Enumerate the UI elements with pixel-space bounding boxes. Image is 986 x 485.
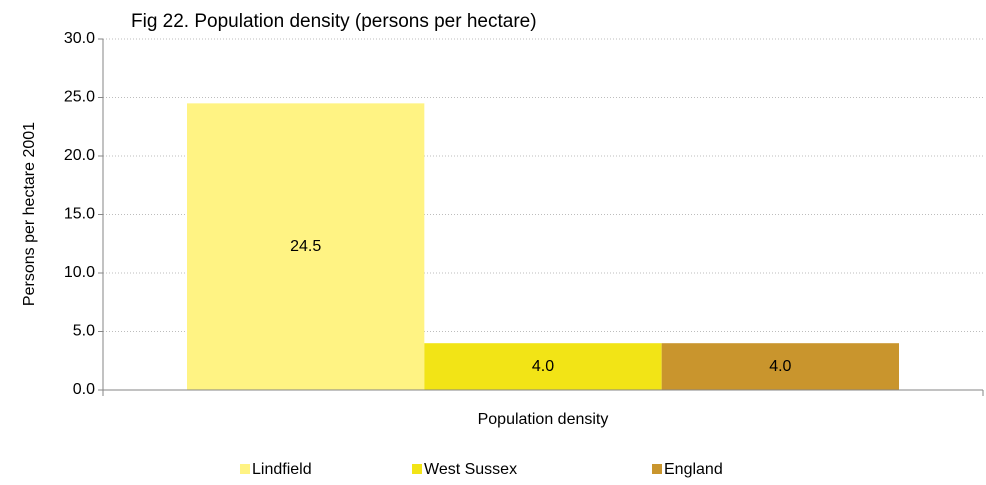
chart-title: Fig 22. Population density (persons per … xyxy=(131,11,537,32)
x-axis-label: Population density xyxy=(478,411,609,428)
data-label: 24.5 xyxy=(290,238,321,255)
data-label: 4.0 xyxy=(769,358,791,375)
data-label: 4.0 xyxy=(532,358,554,375)
legend-label: Lindfield xyxy=(252,461,312,478)
y-tick-label: 25.0 xyxy=(64,89,95,106)
bar xyxy=(187,103,425,390)
legend-swatch xyxy=(412,464,422,474)
legend-swatch xyxy=(652,464,662,474)
y-tick-label: 0.0 xyxy=(73,381,95,398)
y-tick-label: 20.0 xyxy=(64,147,95,164)
legend-swatch xyxy=(240,464,250,474)
y-tick-label: 30.0 xyxy=(64,30,95,47)
y-tick-label: 5.0 xyxy=(73,323,95,340)
y-axis-label: Persons per hectare 2001 xyxy=(21,122,38,306)
y-tick-label: 10.0 xyxy=(64,264,95,281)
y-tick-label: 15.0 xyxy=(64,206,95,223)
legend-label: West Sussex xyxy=(424,461,517,478)
bar xyxy=(661,343,899,390)
legend-label: England xyxy=(664,461,723,478)
bar xyxy=(424,343,662,390)
